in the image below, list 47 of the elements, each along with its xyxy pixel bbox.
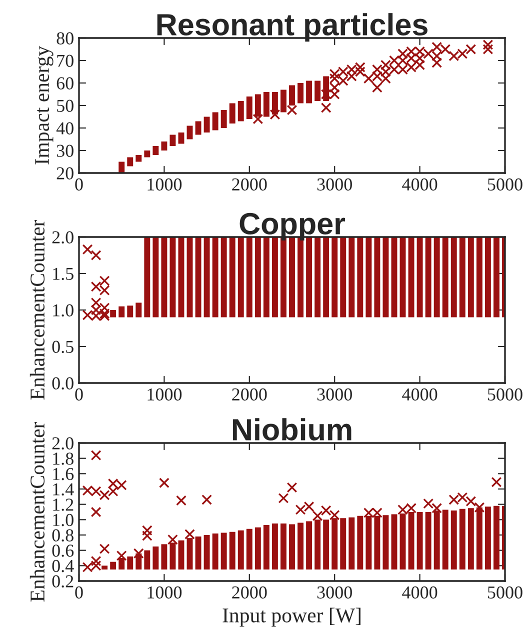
y-tick-label: 70: [57, 54, 74, 67]
y-tick-label: 0.5: [52, 340, 74, 354]
x-tick-label: 5000: [488, 178, 522, 191]
chart-title: Resonant particles: [157, 13, 428, 42]
x-tick-label: 3000: [317, 388, 352, 401]
y-tick-label: 1.5: [53, 268, 74, 280]
y-tick-label: 0.6: [52, 544, 74, 557]
y-tick-label: 20: [56, 167, 74, 180]
y-tick-label: 2.0: [52, 231, 74, 244]
y-tick-label: 80: [56, 32, 74, 44]
x-tick-label: 0: [75, 178, 83, 191]
y-tick-label: 0.2: [52, 575, 74, 588]
y-tick-label: 2.0: [52, 437, 74, 450]
x-tick-label: 0: [75, 388, 83, 401]
y-axis-title: EnhancementCounter: [30, 422, 45, 602]
y-tick-label: 1.0: [53, 304, 74, 317]
y-tick-label: 1.6: [53, 468, 74, 480]
x-tick-label: 1000: [148, 178, 182, 191]
chart-title: Copper: [240, 212, 346, 241]
x-tick-label: 2000: [232, 178, 267, 191]
chart-title: Niobium: [232, 418, 352, 441]
x-tick-label: 5000: [488, 586, 522, 599]
y-axis-title: Impact energy: [35, 46, 54, 164]
x-tick-label: 3000: [317, 586, 352, 599]
y-tick-label: 0.4: [52, 560, 74, 572]
y-tick-label: 1.0: [53, 514, 74, 526]
y-tick-label: 1.8: [53, 452, 74, 465]
y-tick-label: 1.4: [53, 483, 74, 496]
x-tick-label: 2000: [232, 586, 267, 599]
x-tick-label: 4000: [402, 586, 438, 599]
x-tick-label: 3000: [317, 178, 352, 191]
y-tick-label: 30: [56, 144, 74, 157]
x-tick-label: 5000: [488, 388, 522, 401]
x-axis-title: Input power [W]: [222, 608, 360, 627]
x-tick-label: 2000: [232, 388, 267, 401]
x-tick-label: 1000: [148, 388, 182, 401]
x-tick-label: 4000: [402, 178, 438, 191]
x-tick-label: 4000: [402, 388, 438, 401]
y-tick-label: 50: [57, 100, 74, 112]
y-tick-label: 60: [56, 77, 74, 90]
y-tick-label: 1.2: [53, 498, 74, 511]
y-tick-label: 0.8: [52, 529, 74, 542]
y-tick-label: 40: [56, 122, 74, 134]
y-tick-label: 0.0: [52, 377, 74, 390]
y-axis-title: EnhancementCounter: [30, 220, 45, 400]
x-tick-label: 0: [75, 586, 83, 599]
x-tick-label: 1000: [148, 586, 182, 599]
